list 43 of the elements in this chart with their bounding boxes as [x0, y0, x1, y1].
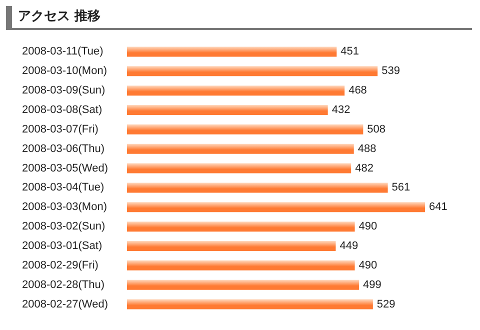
- data-label: 468: [348, 84, 367, 97]
- bar: [127, 202, 425, 212]
- data-label: 499: [362, 278, 382, 291]
- bar: [127, 144, 354, 154]
- y-tick-label: 2008-03-02(Sun): [22, 220, 106, 233]
- bar: [127, 222, 355, 232]
- bar: [127, 299, 373, 310]
- data-label: 451: [340, 46, 360, 58]
- y-tick-label: 2008-03-08(Sat): [22, 104, 102, 116]
- bar: [127, 124, 364, 134]
- y-tick-label: 2008-02-29(Fri): [22, 259, 98, 272]
- data-label: 508: [367, 123, 386, 136]
- y-tick-label: 2008-03-06(Thu): [22, 142, 105, 155]
- bar: [127, 182, 388, 193]
- data-label: 488: [358, 142, 376, 155]
- bar: [127, 66, 378, 76]
- y-tick-label: 2008-03-04(Tue): [22, 182, 104, 194]
- chart-title: アクセス 推移: [6, 6, 472, 30]
- data-label: 539: [382, 65, 400, 78]
- y-tick-label: 2008-02-28(Thu): [22, 278, 105, 291]
- bar: [127, 163, 352, 174]
- data-label: 641: [429, 201, 448, 214]
- bar: [127, 260, 355, 270]
- bar: [127, 46, 337, 57]
- y-tick-label: 2008-03-10(Mon): [22, 65, 107, 78]
- y-tick-label: 2008-03-01(Sat): [22, 240, 102, 252]
- data-label: 482: [355, 162, 374, 174]
- y-tick-label: 2008-03-11(Tue): [22, 46, 104, 58]
- bar: [127, 86, 345, 96]
- y-tick-label: 2008-03-09(Sun): [22, 84, 106, 97]
- y-tick-label: 2008-03-03(Mon): [22, 201, 107, 214]
- bar: [127, 241, 336, 251]
- data-label: 490: [358, 220, 378, 233]
- y-tick-label: 2008-03-05(Wed): [22, 162, 108, 174]
- y-tick-label: 2008-03-07(Fri): [22, 123, 98, 136]
- data-label: 432: [332, 104, 350, 116]
- y-tick-label: 2008-02-27(Wed): [22, 298, 108, 310]
- bar: [127, 280, 359, 290]
- data-label: 490: [358, 259, 378, 272]
- data-label: 561: [392, 182, 410, 194]
- bar: [127, 105, 328, 115]
- data-label: 529: [376, 298, 396, 310]
- data-label: 449: [340, 240, 358, 252]
